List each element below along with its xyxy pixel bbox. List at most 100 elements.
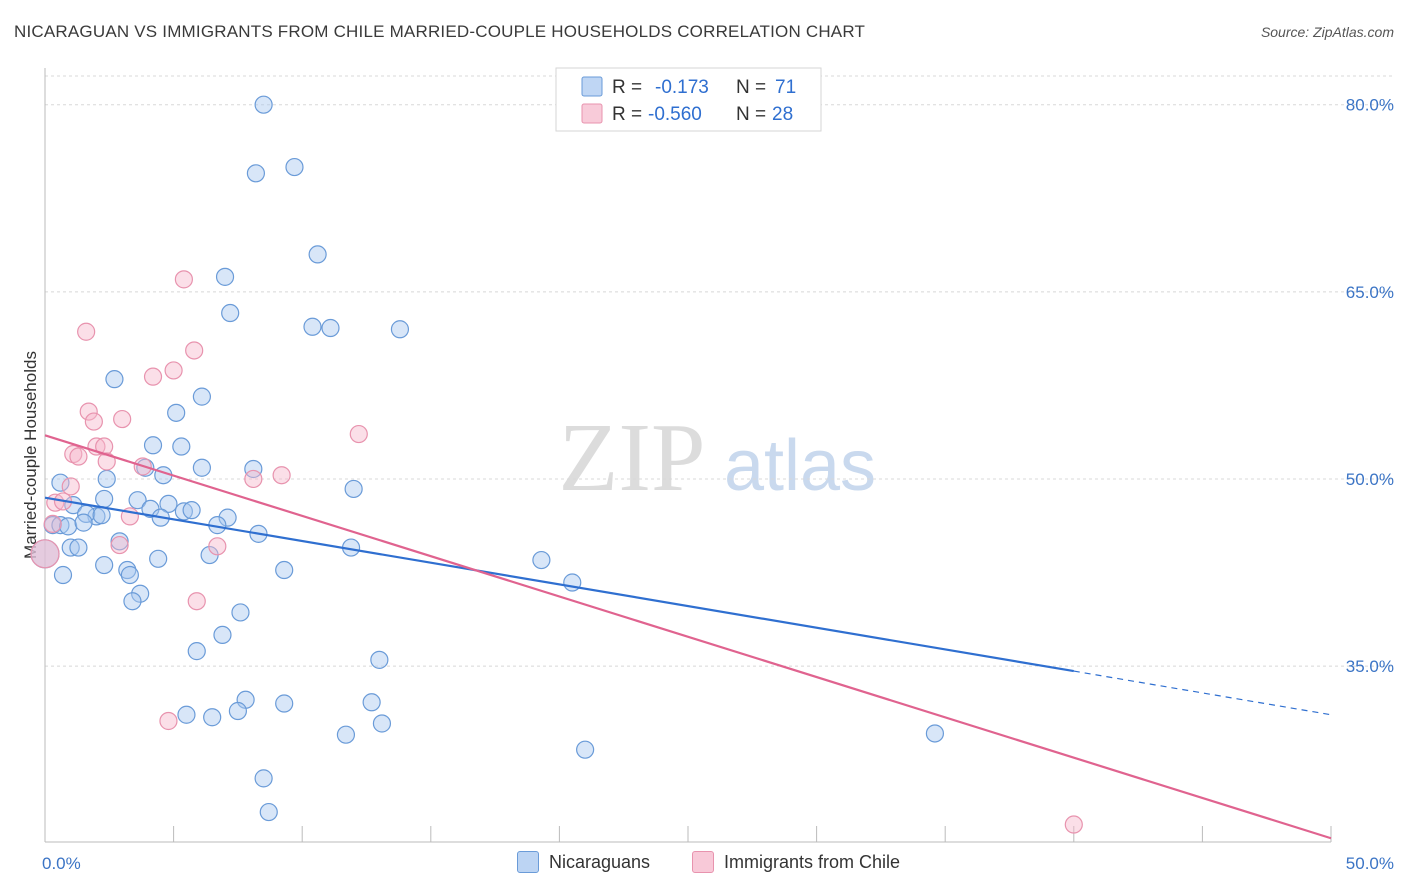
data-point-nicaraguans bbox=[182, 501, 201, 520]
watermark-zip: ZIP bbox=[559, 404, 706, 512]
data-point-nicaraguans bbox=[192, 387, 211, 406]
data-point-chile bbox=[349, 424, 368, 444]
legend-item-nicaraguans: Nicaraguans bbox=[517, 851, 650, 873]
trendline-nicaraguans-extension bbox=[1073, 670, 1332, 716]
trendlines bbox=[44, 434, 1332, 840]
data-point-chile bbox=[84, 412, 103, 431]
y-tick-label: 65.0% bbox=[1346, 283, 1394, 302]
legend-r-value-1: -0.173 bbox=[655, 77, 709, 98]
data-point-nicaraguans bbox=[246, 164, 266, 183]
legend-swatch-blue bbox=[517, 851, 539, 873]
data-point-chile bbox=[69, 447, 88, 466]
data-point-nicaraguans bbox=[215, 267, 235, 286]
legend-item-chile: Immigrants from Chile bbox=[692, 851, 900, 873]
chart-title: NICARAGUAN VS IMMIGRANTS FROM CHILE MARR… bbox=[14, 22, 866, 41]
data-point-nicaraguans bbox=[213, 625, 232, 645]
data-point-chile bbox=[174, 270, 193, 289]
data-point-nicaraguans bbox=[187, 642, 206, 661]
data-point-nicaraguans bbox=[390, 320, 410, 339]
series-immigrants-from-chile bbox=[30, 270, 1083, 834]
data-point-nicaraguans bbox=[118, 560, 137, 580]
data-point-nicaraguans bbox=[254, 769, 273, 788]
legend-swatch-pink bbox=[692, 851, 714, 873]
data-point-chile bbox=[79, 402, 98, 421]
data-point-nicaraguans bbox=[143, 436, 163, 455]
data-point-nicaraguans bbox=[128, 491, 147, 510]
series-legend: Nicaraguans Immigrants from Chile bbox=[0, 851, 1406, 879]
correlation-legend: R = -0.173 N = 71 R = -0.560 N = 28 bbox=[555, 67, 822, 132]
data-point-chile bbox=[187, 592, 206, 611]
data-point-nicaraguans bbox=[51, 516, 70, 535]
data-point-nicaraguans bbox=[321, 318, 340, 338]
data-point-chile bbox=[272, 466, 291, 485]
data-point-nicaraguans bbox=[275, 560, 294, 580]
data-point-nicaraguans bbox=[53, 565, 73, 585]
data-point-nicaraguans bbox=[372, 714, 392, 733]
data-point-chile bbox=[110, 535, 129, 555]
data-point-nicaraguans bbox=[69, 538, 88, 557]
data-point-nicaraguans bbox=[231, 603, 250, 622]
trendline-nicaraguans bbox=[44, 496, 1074, 673]
data-point-nicaraguans bbox=[174, 502, 193, 521]
data-point-nicaraguans bbox=[61, 538, 80, 557]
data-point-chile bbox=[95, 437, 114, 456]
legend-r-label-2: R = bbox=[612, 104, 642, 125]
data-point-chile bbox=[244, 469, 263, 489]
legend-r-label-1: R = bbox=[612, 77, 642, 98]
data-point-nicaraguans bbox=[123, 592, 142, 611]
legend-n-label-1: N = bbox=[736, 77, 766, 98]
gridlines bbox=[45, 75, 1394, 667]
data-point-nicaraguans bbox=[192, 458, 211, 477]
data-point-nicaraguans bbox=[228, 701, 247, 721]
source-label: Source: ZipAtlas.com bbox=[1260, 24, 1394, 40]
data-point-nicaraguans bbox=[254, 95, 273, 114]
data-point-chile bbox=[185, 341, 204, 360]
data-point-chile bbox=[1064, 815, 1083, 834]
data-point-nicaraguans bbox=[336, 725, 356, 744]
y-tick-label: 35.0% bbox=[1346, 657, 1394, 676]
data-point-nicaraguans bbox=[149, 549, 168, 568]
y-tick-label: 50.0% bbox=[1346, 470, 1394, 489]
data-point-nicaraguans bbox=[74, 513, 93, 532]
data-point-nicaraguans bbox=[95, 555, 114, 575]
y-tick-label: 80.0% bbox=[1346, 96, 1394, 115]
tick-labels: 35.0% 50.0% 65.0% 80.0% 0.0% 50.0% bbox=[42, 96, 1394, 873]
legend-swatch-chile bbox=[581, 103, 603, 124]
legend-label-nicaraguans: Nicaraguans bbox=[549, 851, 651, 872]
watermark-atlas: atlas bbox=[724, 426, 876, 506]
data-point-nicaraguans bbox=[167, 403, 186, 422]
data-point-nicaraguans bbox=[177, 705, 196, 724]
data-point-nicaraguans bbox=[59, 517, 78, 536]
data-point-nicaraguans bbox=[285, 157, 304, 177]
y-axis-label: Married-couple Households bbox=[21, 351, 40, 559]
data-point-nicaraguans bbox=[120, 565, 139, 585]
x-tick-label: 50.0% bbox=[1346, 854, 1394, 873]
data-point-nicaraguans bbox=[303, 317, 322, 336]
data-point-nicaraguans bbox=[51, 473, 70, 492]
data-point-chile bbox=[97, 452, 116, 471]
data-point-chile bbox=[30, 539, 60, 569]
data-point-nicaraguans bbox=[131, 584, 150, 603]
data-point-chile bbox=[164, 361, 183, 380]
axes bbox=[44, 68, 1332, 843]
legend-n-label-2: N = bbox=[736, 104, 766, 125]
data-point-nicaraguans bbox=[308, 245, 327, 264]
data-point-chile bbox=[113, 409, 132, 429]
data-point-nicaraguans bbox=[259, 802, 278, 822]
data-point-chile bbox=[77, 322, 96, 341]
data-point-nicaraguans bbox=[362, 693, 381, 712]
legend-n-value-1: 71 bbox=[775, 77, 796, 98]
data-point-nicaraguans bbox=[159, 494, 178, 514]
data-point-nicaraguans bbox=[576, 740, 595, 759]
data-point-chile bbox=[43, 514, 62, 533]
legend-label-chile: Immigrants from Chile bbox=[724, 851, 901, 872]
data-point-chile bbox=[143, 367, 163, 386]
data-point-nicaraguans bbox=[218, 508, 237, 527]
data-point-nicaraguans bbox=[203, 708, 222, 727]
data-point-nicaraguans bbox=[244, 459, 263, 479]
data-point-chile bbox=[208, 537, 227, 556]
legend-r-value-2: -0.560 bbox=[648, 104, 702, 125]
data-point-nicaraguans bbox=[105, 370, 124, 389]
data-point-nicaraguans bbox=[95, 489, 114, 509]
